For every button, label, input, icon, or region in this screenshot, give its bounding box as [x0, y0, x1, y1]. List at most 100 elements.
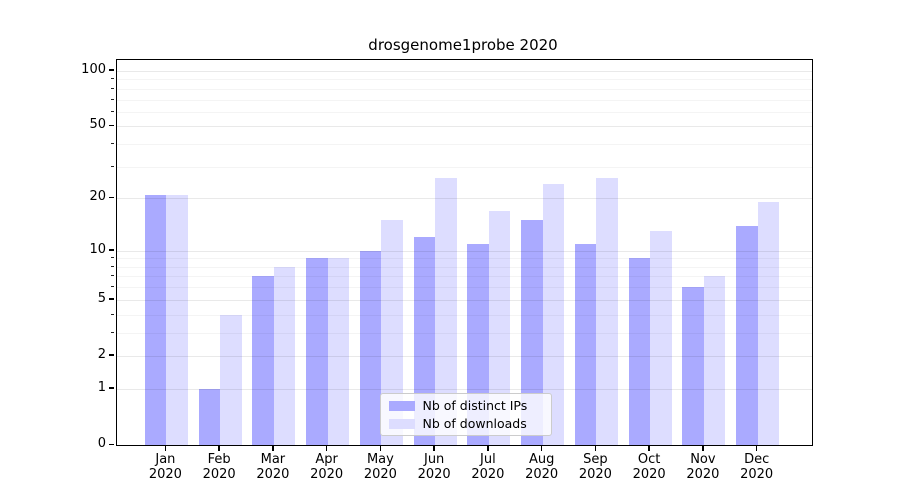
x-tick-jul — [487, 445, 489, 451]
y-minor-tick-70 — [111, 98, 114, 100]
y-tick-label-1: 1 — [97, 379, 106, 395]
bar-downloads-sep — [596, 177, 618, 445]
x-tick-mar — [272, 445, 274, 451]
legend-item-downloads: Nb of downloads — [381, 416, 551, 431]
bar-downloads-may — [381, 220, 403, 445]
y-tick-label-50: 50 — [89, 117, 106, 133]
y-tick-label-100: 100 — [81, 61, 106, 77]
gridline-minor-6 — [116, 287, 812, 289]
gridline-minor-8 — [116, 266, 812, 268]
x-tick-feb — [218, 445, 220, 451]
legend-item-distinct-ips: Nb of distinct IPs — [381, 398, 551, 413]
gridline-major-20 — [116, 198, 812, 200]
x-tick-jan — [164, 445, 167, 451]
bar-ips-sep — [574, 243, 597, 445]
gridline-minor-60 — [116, 111, 812, 113]
x-tick-label-apr: Apr 2020 — [310, 452, 344, 482]
x-tick-aug — [540, 445, 543, 451]
bar-downloads-feb — [220, 314, 242, 445]
bar-downloads-jul — [488, 210, 511, 445]
bar-ips-oct — [628, 258, 651, 445]
bar-ips-dec — [736, 225, 758, 445]
y-tick-label-5: 5 — [97, 290, 106, 306]
x-tick-dec — [755, 445, 758, 451]
legend: Nb of distinct IPs Nb of downloads — [379, 393, 552, 436]
bar-ips-may — [359, 250, 382, 445]
x-tick-sep — [594, 445, 597, 451]
y-minor-tick-7 — [111, 275, 114, 277]
bar-downloads-jun — [435, 177, 457, 445]
bar-downloads-jan — [166, 194, 188, 445]
y-tick-10 — [109, 249, 114, 251]
bar-ips-jan — [144, 194, 167, 445]
bar-downloads-dec — [757, 202, 780, 445]
legend-label-distinct-ips: Nb of distinct IPs — [422, 398, 528, 413]
gridline-minor-30 — [116, 166, 812, 168]
x-tick-label-sep: Sep 2020 — [578, 452, 612, 482]
gridline-minor-70 — [116, 99, 812, 101]
gridline-minor-9 — [116, 258, 812, 260]
gridline-major-1 — [116, 388, 812, 390]
y-tick-5 — [109, 298, 114, 300]
plot-area: Nb of distinct IPs Nb of downloads — [115, 59, 813, 446]
x-tick-label-jun: Jun 2020 — [417, 452, 451, 482]
x-tick-label-oct: Oct 2020 — [632, 452, 666, 482]
legend-swatch-downloads — [388, 418, 415, 429]
y-minor-tick-9 — [111, 257, 114, 259]
x-tick-label-jul: Jul 2020 — [471, 452, 505, 482]
gridline-minor-3 — [116, 332, 812, 334]
bar-ips-aug — [521, 220, 543, 445]
bar-ips-apr — [306, 258, 328, 445]
y-tick-100 — [109, 69, 114, 71]
x-tick-may — [379, 445, 382, 451]
gridline-major-100 — [116, 70, 812, 72]
x-tick-jun — [433, 445, 435, 451]
y-tick-2 — [109, 354, 114, 356]
x-tick-label-feb: Feb 2020 — [202, 452, 236, 482]
chart-title: drosgenome1probe 2020 — [368, 36, 558, 54]
y-tick-1 — [109, 387, 114, 389]
y-tick-0 — [109, 443, 114, 445]
bar-ips-feb — [198, 388, 221, 445]
y-minor-tick-8 — [111, 265, 114, 267]
bar-downloads-aug — [542, 184, 565, 445]
x-tick-apr — [325, 445, 328, 451]
x-tick-label-nov: Nov 2020 — [686, 452, 720, 482]
x-tick-label-dec: Dec 2020 — [740, 452, 774, 482]
bar-downloads-mar — [273, 266, 296, 445]
gridline-minor-4 — [116, 314, 812, 316]
y-minor-tick-3 — [111, 331, 114, 333]
y-minor-tick-80 — [111, 87, 114, 89]
x-tick-nov — [702, 445, 704, 451]
y-minor-tick-40 — [111, 143, 114, 145]
y-tick-20 — [109, 196, 114, 199]
x-tick-oct — [648, 445, 650, 451]
legend-label-downloads: Nb of downloads — [422, 416, 527, 431]
legend-swatch-distinct-ips — [388, 400, 415, 411]
y-minor-tick-60 — [111, 110, 114, 112]
x-tick-label-may: May 2020 — [363, 452, 397, 482]
bar-ips-nov — [682, 287, 704, 445]
y-tick-label-10: 10 — [89, 241, 106, 257]
y-tick-50 — [109, 124, 114, 127]
gridline-minor-80 — [116, 88, 812, 90]
y-tick-label-0: 0 — [97, 436, 106, 451]
x-tick-label-aug: Aug 2020 — [525, 452, 559, 482]
bar-downloads-nov — [703, 276, 726, 445]
gridline-major-2 — [116, 355, 812, 357]
y-tick-label-20: 20 — [89, 189, 106, 205]
y-tick-label-2: 2 — [97, 346, 106, 362]
gridline-minor-90 — [116, 79, 812, 81]
y-minor-tick-90 — [111, 78, 114, 80]
bar-downloads-oct — [650, 231, 672, 445]
gridline-minor-40 — [116, 144, 812, 146]
gridline-major-10 — [116, 250, 812, 252]
gridline-minor-7 — [116, 276, 812, 278]
bar-downloads-apr — [327, 258, 350, 445]
y-minor-tick-6 — [111, 286, 114, 288]
y-minor-tick-30 — [111, 165, 114, 167]
gridline-major-50 — [116, 126, 812, 128]
y-minor-tick-4 — [111, 313, 114, 315]
gridline-major-5 — [116, 299, 812, 301]
